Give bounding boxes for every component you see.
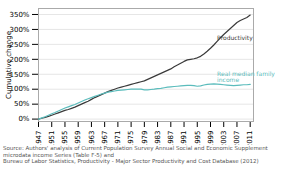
- svg-text:50%: 50%: [14, 100, 30, 108]
- svg-text:Productivity: Productivity: [217, 34, 253, 42]
- svg-text:0%: 0%: [18, 115, 29, 123]
- svg-text:1971: 1971: [114, 131, 122, 146]
- svg-text:1963: 1963: [88, 131, 96, 146]
- svg-text:Cumulative change: Cumulative change: [5, 31, 13, 99]
- svg-text:1995: 1995: [194, 131, 202, 146]
- svg-text:1999: 1999: [207, 131, 215, 146]
- svg-text:1947: 1947: [35, 131, 43, 146]
- svg-text:2003: 2003: [220, 131, 228, 146]
- svg-text:1975: 1975: [127, 131, 135, 146]
- svg-text:2011: 2011: [246, 131, 254, 146]
- svg-text:1987: 1987: [167, 131, 175, 146]
- svg-text:150%: 150%: [9, 70, 30, 79]
- svg-text:2007: 2007: [233, 131, 241, 146]
- svg-text:1979: 1979: [141, 131, 149, 146]
- svg-text:Real median familyincome: Real median familyincome: [217, 70, 275, 83]
- svg-text:300%: 300%: [9, 25, 30, 34]
- svg-text:1959: 1959: [74, 131, 82, 146]
- svg-text:1991: 1991: [180, 131, 188, 146]
- svg-text:200%: 200%: [9, 55, 30, 64]
- svg-text:1967: 1967: [101, 131, 109, 146]
- svg-text:1983: 1983: [154, 131, 162, 146]
- svg-text:100%: 100%: [9, 85, 30, 94]
- html-text:Source: Authors' analysis of C: Source: Authors' analysis of Current Pop…: [3, 145, 268, 165]
- svg-text:250%: 250%: [9, 40, 30, 49]
- svg-text:1951: 1951: [48, 131, 56, 146]
- svg-text:1955: 1955: [61, 131, 69, 146]
- svg-text:350%: 350%: [9, 11, 29, 19]
